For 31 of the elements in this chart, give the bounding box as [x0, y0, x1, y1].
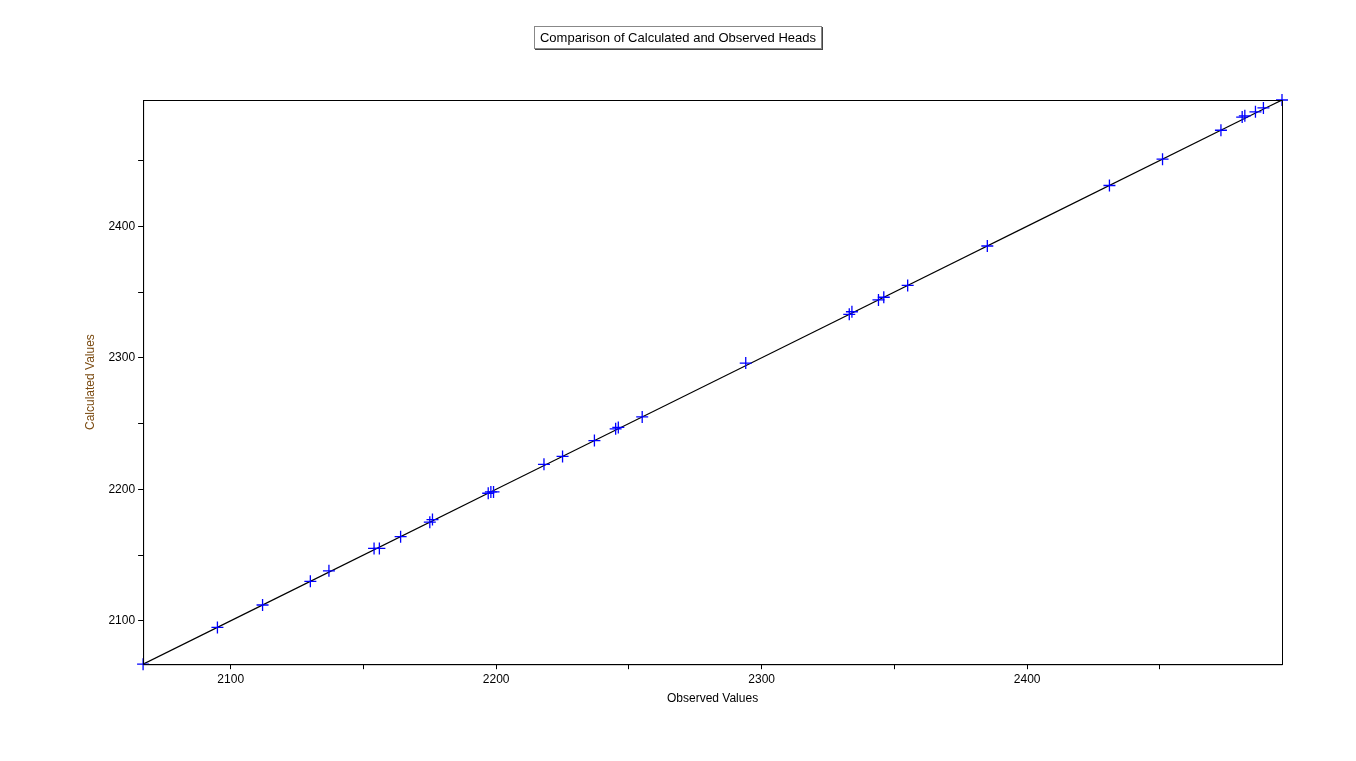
x-tick-label: 2100 — [217, 671, 245, 686]
point — [255, 598, 270, 612]
x-tick-label: 2200 — [482, 671, 510, 686]
chart-title: Comparison of Calculated and Observed Heads — [533, 26, 823, 49]
point — [372, 541, 387, 556]
point — [980, 239, 994, 253]
point — [303, 574, 317, 588]
point — [1102, 178, 1117, 193]
point — [1214, 123, 1228, 137]
point — [739, 356, 753, 370]
x-tick-label: 2300 — [748, 671, 776, 686]
point — [322, 564, 336, 578]
x-axis-title: Observed Values — [666, 691, 759, 706]
point — [210, 620, 225, 635]
y-axis-title: Calculated Values — [82, 334, 97, 431]
y-tick-label: 2400 — [108, 218, 136, 233]
point — [635, 410, 649, 424]
point — [555, 449, 570, 464]
x-tick-label: 2400 — [1013, 671, 1041, 686]
y-tick-label: 2200 — [108, 481, 136, 496]
point — [1248, 105, 1263, 119]
y-tick-label: 2300 — [108, 350, 136, 365]
point — [393, 529, 408, 544]
point — [1155, 152, 1170, 166]
point — [537, 457, 551, 471]
point — [587, 433, 602, 448]
y-tick-label: 2100 — [108, 613, 136, 628]
point — [877, 290, 891, 304]
point — [871, 293, 886, 307]
point — [901, 278, 915, 293]
point — [1256, 101, 1271, 115]
